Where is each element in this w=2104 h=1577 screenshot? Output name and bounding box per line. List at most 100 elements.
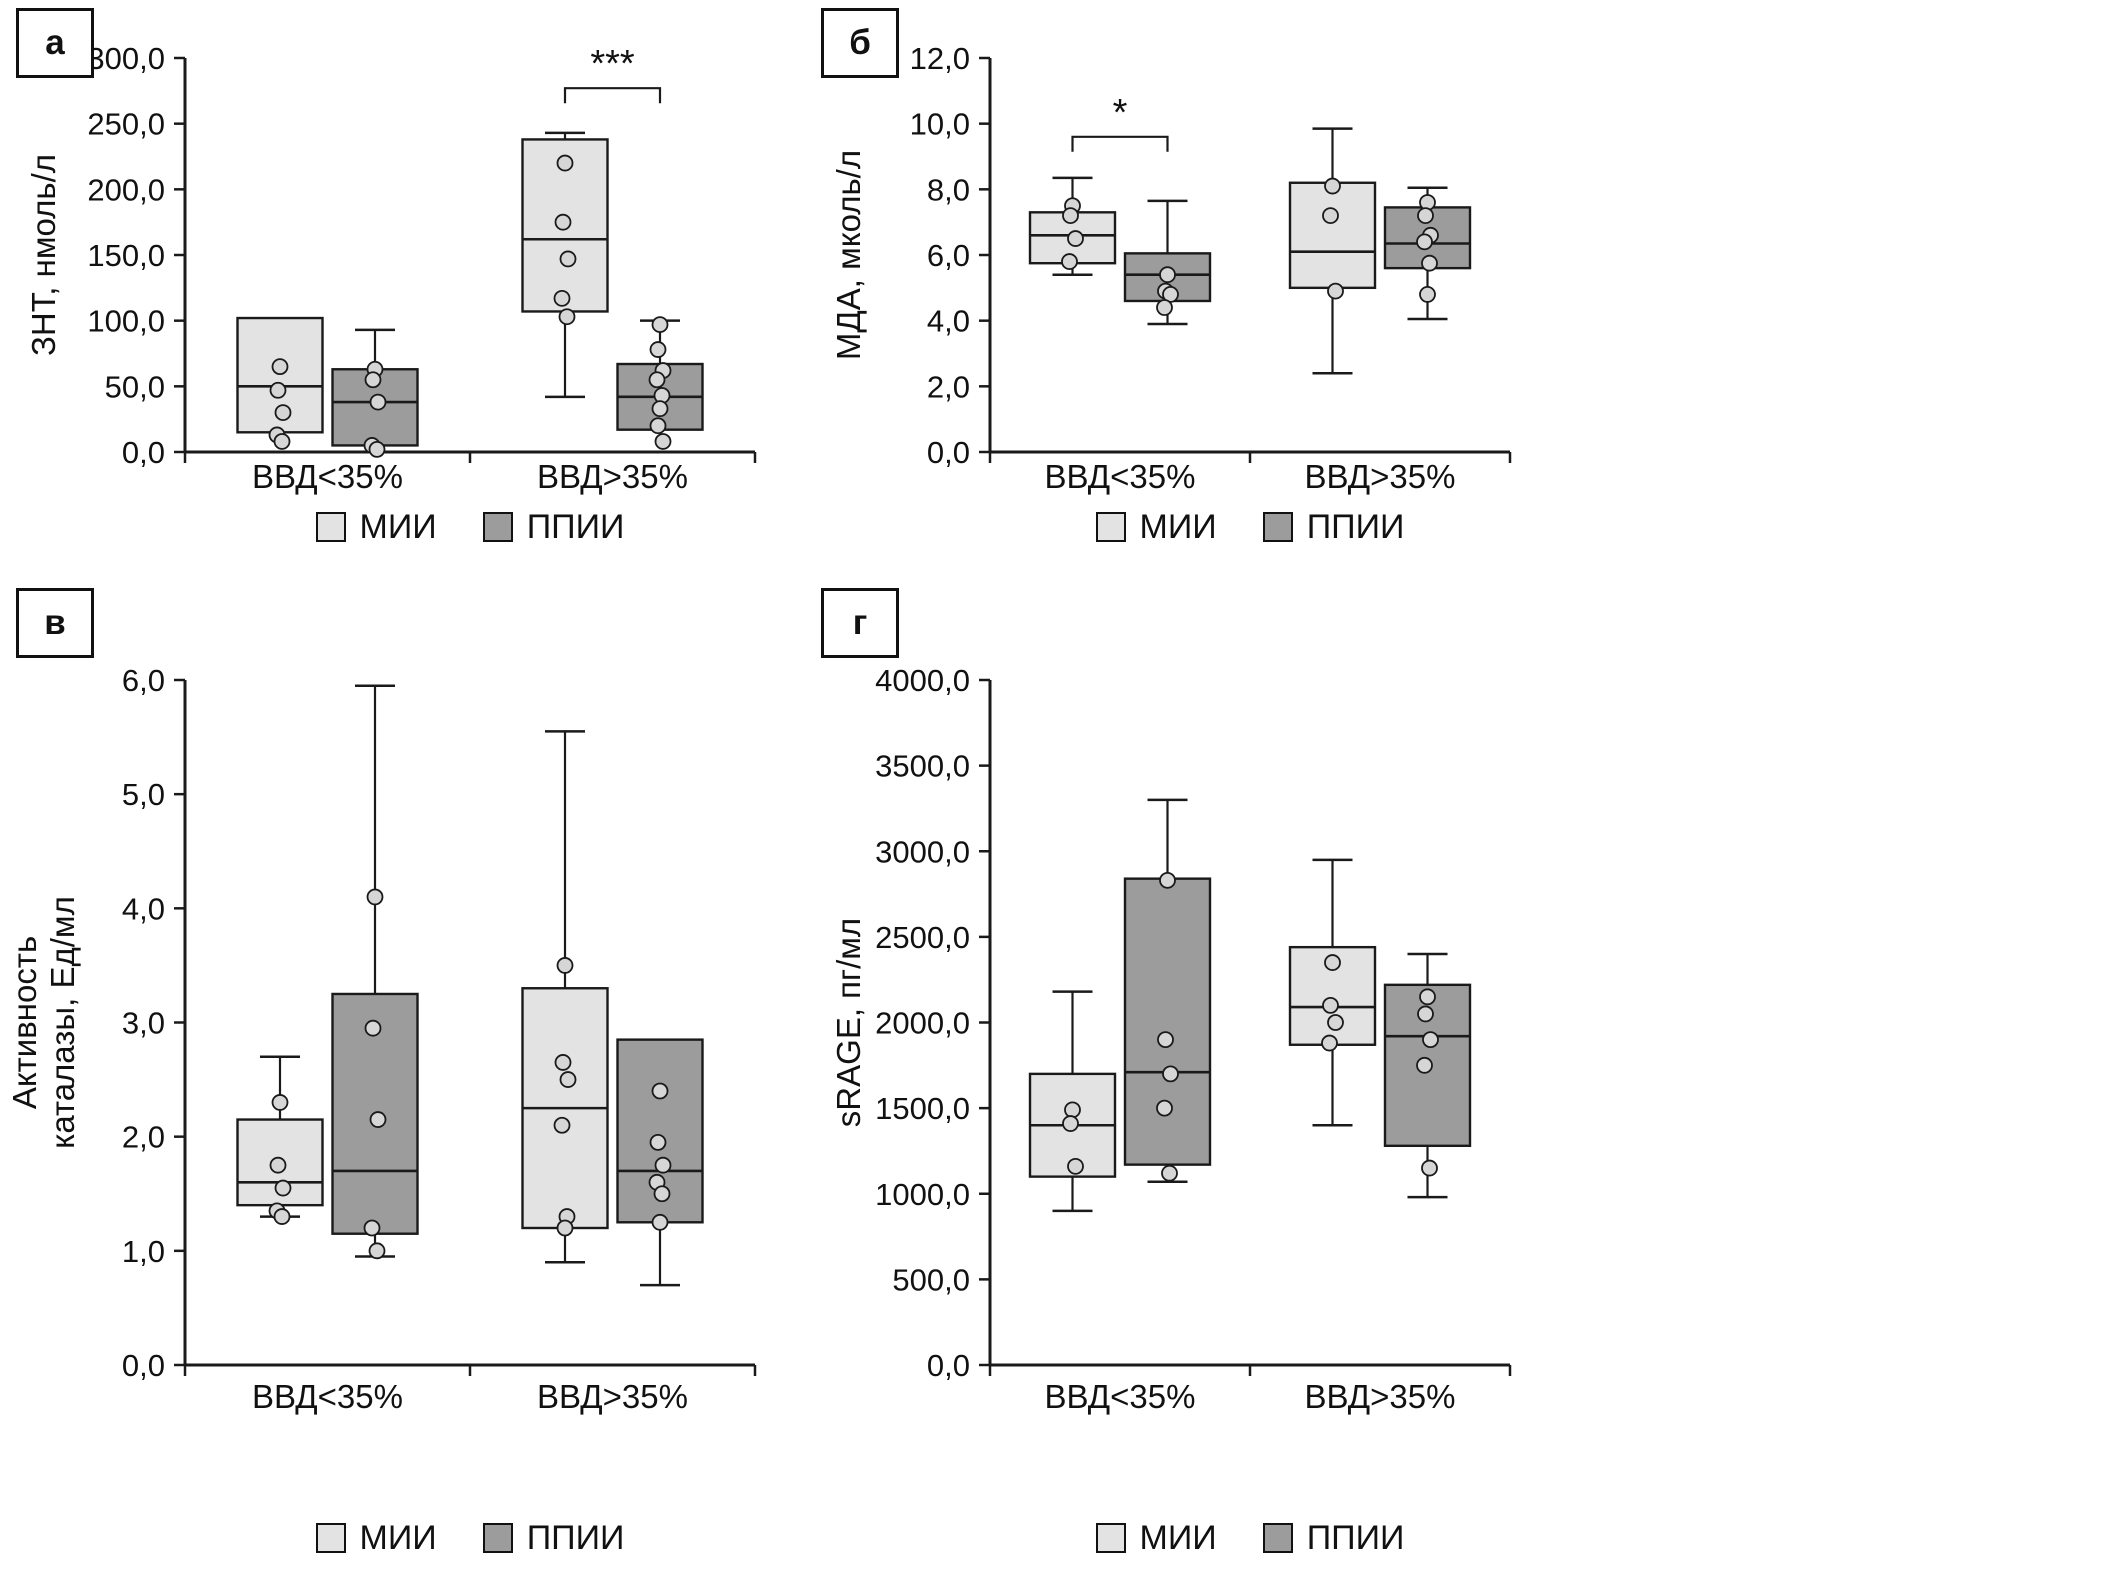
y-axis-title: МДА, мколь/л	[830, 150, 867, 360]
data-point	[553, 289, 571, 307]
y-tick-label: 100,0	[87, 304, 165, 339]
legend-item-mii: МИИ	[1095, 1518, 1217, 1558]
data-point	[1419, 988, 1436, 1006]
legend-v: МИИ ППИИ	[260, 1515, 680, 1561]
data-point	[1156, 1099, 1173, 1117]
legend-swatch-mii	[1095, 512, 1126, 542]
data-point	[1061, 253, 1078, 270]
panel-v-tag: в	[16, 588, 94, 658]
x-category-label: ВВД>35%	[537, 1378, 688, 1415]
data-point	[1067, 1157, 1084, 1175]
y-tick-label: 2,0	[927, 369, 970, 404]
data-point	[554, 213, 572, 231]
x-category-label: ВВД<35%	[252, 458, 403, 495]
data-point	[273, 1208, 291, 1225]
legend-item-mii: МИИ	[315, 1519, 437, 1558]
data-point	[653, 1185, 671, 1203]
y-tick-label: 0,0	[927, 435, 970, 470]
y-tick-label: 200,0	[87, 172, 165, 207]
data-point	[1419, 285, 1436, 303]
y-tick-label: 150,0	[87, 238, 165, 273]
data-point	[368, 1242, 386, 1260]
data-point	[1157, 1031, 1174, 1049]
data-point	[1324, 177, 1341, 195]
y-tick-label: 0,0	[122, 435, 165, 470]
data-point	[651, 400, 669, 418]
y-tick-label: 300,0	[87, 41, 165, 76]
data-point	[1416, 233, 1433, 251]
y-tick-label: 500,0	[892, 1262, 970, 1297]
data-point	[369, 393, 387, 411]
y-tick-label: 6,0	[927, 238, 970, 273]
data-point	[364, 371, 382, 389]
legend-label-mii: МИИ	[1139, 1518, 1217, 1557]
data-point	[1417, 207, 1434, 225]
data-point	[269, 1156, 287, 1174]
data-point	[271, 358, 289, 376]
data-point	[649, 417, 667, 435]
data-point	[558, 308, 576, 326]
y-tick-label: 12,0	[910, 41, 970, 76]
legend-swatch-mii	[315, 1523, 346, 1553]
legend-g: МИИ ППИИ	[1040, 1515, 1460, 1561]
data-point	[363, 1219, 381, 1237]
data-point	[269, 381, 287, 399]
panel-g: г 0,0 500,0 1000,0 1500,0 2000,0 2500,0 3000,0…	[805, 560, 2104, 1577]
boxplot-chart-a: 0,0 50,0 100,0 150,0 200,0 250,0 300,0 ВВД<35% В…	[25, 41, 757, 495]
y-tick-label: 50,0	[105, 369, 165, 404]
x-category-label: ВВД>35%	[1305, 458, 1456, 495]
y-tick-label: 4,0	[927, 304, 970, 339]
significance-bracket	[1071, 135, 1169, 152]
data-point	[1322, 207, 1339, 225]
significance-bracket	[563, 87, 662, 104]
data-point	[559, 250, 577, 268]
y-tick-label: 3000,0	[875, 834, 970, 869]
legend-swatch-ppii	[482, 1523, 513, 1553]
legend-swatch-mii	[1095, 1523, 1126, 1553]
boxplot-chart-g: 0,0 500,0 1000,0 1500,0 2000,0 2500,0 3000,0 35…	[830, 663, 1512, 1415]
data-point	[651, 1213, 669, 1231]
legend-item-mii: МИИ	[1095, 508, 1217, 547]
legend-a: МИИ ППИИ	[260, 504, 680, 550]
x-category-label: ВВД<35%	[1045, 458, 1196, 495]
data-point	[1324, 954, 1341, 971]
data-point	[556, 1219, 574, 1237]
data-point	[274, 1179, 292, 1197]
data-point	[1327, 1014, 1344, 1031]
data-point	[651, 1082, 669, 1100]
panel-a: а 0,0 50,0 100,0 150,0 200,0 250,0 300,0 ВВД<35…	[0, 0, 805, 560]
data-point	[1062, 207, 1079, 225]
data-point	[648, 371, 666, 389]
data-point	[1161, 1164, 1178, 1182]
data-point	[559, 1071, 577, 1088]
data-point	[368, 440, 386, 458]
legend-item-ppii: ППИИ	[482, 1519, 624, 1558]
boxplot-chart-v: 0,0 1,0 2,0 3,0 4,0 5,0 6,0 ВВД<35% ВВД>35% Актив…	[6, 663, 757, 1415]
legend-label-ppii: ППИИ	[1306, 1518, 1405, 1557]
data-point	[369, 1111, 387, 1128]
significance-label: *	[1113, 92, 1128, 134]
data-point	[553, 1116, 571, 1134]
y-tick-label: 1,0	[122, 1234, 165, 1269]
data-point	[1416, 1056, 1433, 1074]
y-tick-label: 10,0	[910, 107, 970, 142]
panel-b-tag: б	[821, 8, 899, 78]
y-tick-label: 6,0	[122, 663, 165, 698]
y-tick-label: 4000,0	[875, 663, 970, 698]
data-point	[274, 404, 292, 422]
y-tick-label: 5,0	[122, 777, 165, 812]
y-tick-label: 2000,0	[875, 1006, 970, 1041]
data-point	[1422, 1031, 1439, 1049]
data-point	[654, 433, 672, 450]
y-axis-title: каталазы, Ед/мл	[44, 896, 81, 1149]
legend-swatch-mii	[315, 512, 346, 542]
legend-label-ppii: ППИИ	[1306, 507, 1405, 546]
data-point	[364, 1019, 382, 1037]
legend-swatch-ppii	[1262, 1523, 1293, 1553]
y-tick-label: 3500,0	[875, 749, 970, 784]
legend-item-ppii: ППИИ	[482, 508, 624, 547]
data-point	[651, 316, 669, 334]
box	[1288, 181, 1377, 290]
data-point	[556, 154, 574, 172]
